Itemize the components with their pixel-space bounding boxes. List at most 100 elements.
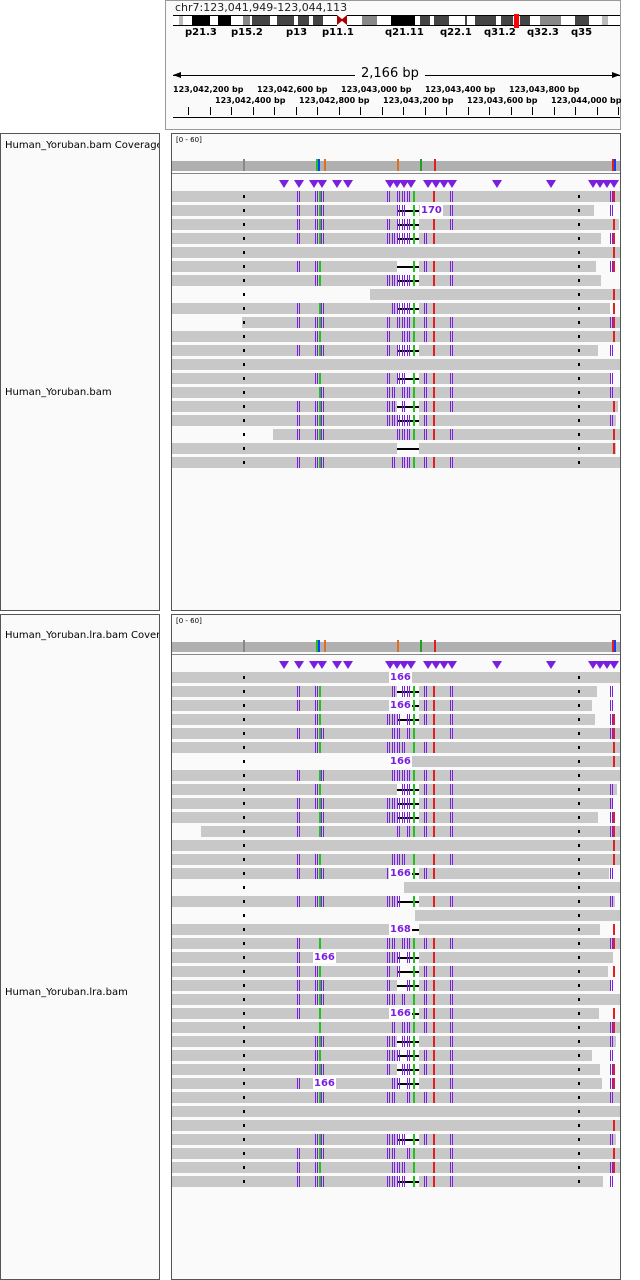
insertion-icon[interactable] <box>321 219 324 230</box>
insertion-icon[interactable] <box>397 317 400 328</box>
insertion-icon[interactable] <box>402 401 405 412</box>
insertion-icon[interactable] <box>315 784 318 795</box>
insertion-icon[interactable] <box>407 1148 410 1159</box>
insertion-icon[interactable] <box>392 401 395 412</box>
insertion-icon[interactable] <box>610 896 613 907</box>
insertion-icon[interactable] <box>407 728 410 739</box>
insertion-icon[interactable] <box>297 1008 300 1019</box>
read[interactable] <box>419 345 599 356</box>
insertion-icon[interactable] <box>407 317 410 328</box>
insertion-icon[interactable] <box>321 191 324 202</box>
read[interactable] <box>419 980 612 991</box>
read[interactable] <box>419 1064 600 1075</box>
insertion-icon[interactable] <box>450 700 453 711</box>
insertion-icon[interactable] <box>424 798 427 809</box>
read[interactable] <box>172 1008 380 1019</box>
insertion-size-label[interactable]: 166 <box>313 952 336 963</box>
insertion-icon[interactable] <box>402 205 405 216</box>
read[interactable] <box>419 261 597 272</box>
insertion-icon[interactable] <box>387 331 390 342</box>
insertion-icon[interactable] <box>387 1064 390 1075</box>
read[interactable] <box>419 686 597 697</box>
insertion-marker-icon[interactable] <box>602 180 612 188</box>
read[interactable] <box>330 275 397 286</box>
insertion-icon[interactable] <box>392 854 395 865</box>
insertion-icon[interactable] <box>392 994 395 1005</box>
read[interactable] <box>172 331 620 342</box>
insertion-marker-icon[interactable] <box>385 180 395 188</box>
read[interactable] <box>330 1008 397 1019</box>
read[interactable] <box>330 373 397 384</box>
insertion-icon[interactable] <box>402 686 405 697</box>
insertion-size-label[interactable]: 166 <box>389 700 412 711</box>
read[interactable] <box>172 714 350 725</box>
insertion-size-label[interactable]: 166 <box>389 756 412 767</box>
insertion-icon[interactable] <box>450 429 453 440</box>
read[interactable] <box>330 896 397 907</box>
insertion-icon[interactable] <box>315 700 318 711</box>
insertion-icon[interactable] <box>402 191 405 202</box>
read[interactable] <box>172 373 362 384</box>
read[interactable] <box>330 1064 397 1075</box>
read[interactable] <box>172 700 341 711</box>
insertion-icon[interactable] <box>321 415 324 426</box>
insertion-icon[interactable] <box>402 1022 405 1033</box>
insertion-icon[interactable] <box>387 966 390 977</box>
insertion-icon[interactable] <box>321 1092 324 1103</box>
insertion-icon[interactable] <box>315 219 318 230</box>
insertion-marker-icon[interactable] <box>439 661 449 669</box>
insertion-icon[interactable] <box>402 854 405 865</box>
insertion-icon[interactable] <box>610 387 613 398</box>
read[interactable] <box>172 784 350 795</box>
insertion-icon[interactable] <box>450 275 453 286</box>
insertion-icon[interactable] <box>407 938 410 949</box>
insertion-marker-icon[interactable] <box>609 661 619 669</box>
read[interactable] <box>172 1134 379 1145</box>
track1-reads-name[interactable]: Human_Yoruban.bam <box>5 387 112 398</box>
insertion-icon[interactable] <box>321 728 324 739</box>
insertion-icon[interactable] <box>397 233 400 244</box>
insertion-icon[interactable] <box>397 1050 400 1061</box>
insertion-icon[interactable] <box>450 966 453 977</box>
insertion-icon[interactable] <box>297 415 300 426</box>
insertion-icon[interactable] <box>392 1036 395 1047</box>
insertion-icon[interactable] <box>424 714 427 725</box>
insertion-icon[interactable] <box>321 994 324 1005</box>
insertion-icon[interactable] <box>402 994 405 1005</box>
insertion-icon[interactable] <box>387 1050 390 1061</box>
read[interactable] <box>330 952 397 963</box>
insertion-marker-icon[interactable] <box>332 661 342 669</box>
insertion-icon[interactable] <box>397 275 400 286</box>
insertion-marker-icon[interactable] <box>343 661 353 669</box>
read[interactable] <box>172 742 620 753</box>
read[interactable] <box>419 1050 593 1061</box>
insertion-icon[interactable] <box>402 219 405 230</box>
insertion-icon[interactable] <box>407 770 410 781</box>
insertion-icon[interactable] <box>407 429 410 440</box>
insertion-icon[interactable] <box>315 205 318 216</box>
insertion-icon[interactable] <box>450 219 453 230</box>
insertion-icon[interactable] <box>321 868 324 879</box>
insertion-icon[interactable] <box>397 205 400 216</box>
read[interactable] <box>419 1176 603 1187</box>
read[interactable] <box>419 924 600 935</box>
insertion-icon[interactable] <box>407 233 410 244</box>
insertion-icon[interactable] <box>407 784 410 795</box>
insertion-icon[interactable] <box>450 317 453 328</box>
insertion-marker-icon[interactable] <box>279 661 289 669</box>
insertion-marker-icon[interactable] <box>492 180 502 188</box>
read[interactable] <box>172 1092 620 1103</box>
insertion-icon[interactable] <box>297 457 300 468</box>
read[interactable] <box>172 686 386 697</box>
read[interactable] <box>330 924 397 935</box>
read[interactable] <box>172 938 620 949</box>
read[interactable] <box>330 798 397 809</box>
insertion-icon[interactable] <box>397 415 400 426</box>
insertion-marker-icon[interactable] <box>431 180 441 188</box>
insertion-icon[interactable] <box>315 714 318 725</box>
insertion-icon[interactable] <box>315 317 318 328</box>
read[interactable] <box>419 303 611 314</box>
insertion-icon[interactable] <box>424 415 427 426</box>
insertion-icon[interactable] <box>397 191 400 202</box>
insertion-icon[interactable] <box>315 854 318 865</box>
